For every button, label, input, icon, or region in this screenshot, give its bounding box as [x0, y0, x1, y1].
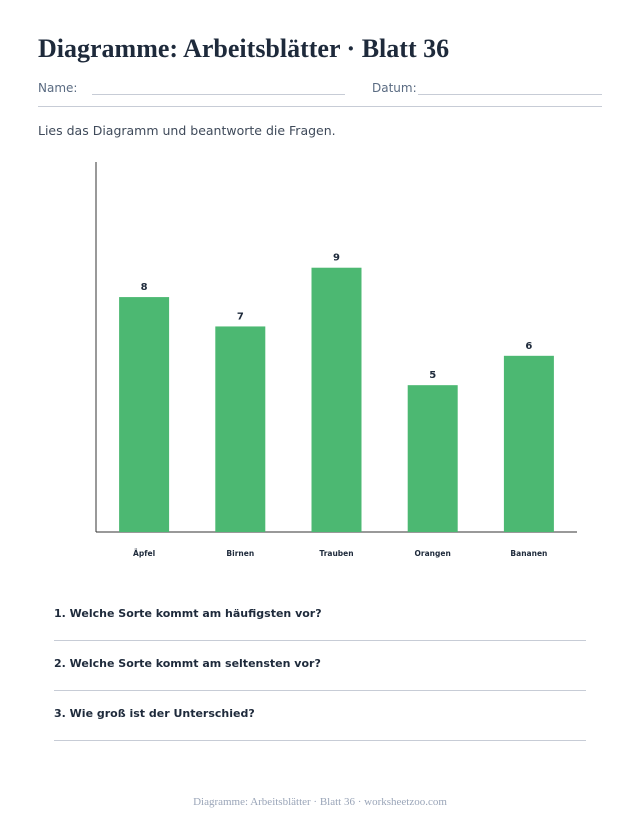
data-label-0: 8 — [141, 282, 148, 293]
date-label: Datum: — [372, 81, 417, 95]
answer-line-2[interactable] — [54, 690, 586, 691]
header-divider — [38, 106, 602, 107]
data-label-2: 9 — [333, 253, 340, 264]
name-line[interactable] — [92, 94, 345, 95]
data-label-1: 7 — [237, 311, 244, 322]
bar-4 — [503, 355, 554, 532]
bar-2 — [311, 267, 362, 532]
bar-1 — [215, 326, 266, 532]
bar-3 — [407, 385, 458, 532]
category-label-0: Äpfel — [133, 549, 155, 558]
name-label: Name: — [38, 81, 78, 95]
question-1: 1. Welche Sorte kommt am häufigsten vor? — [54, 607, 322, 620]
bar-chart: 8 Äpfel 7 Birnen 9 Trauben 5 Orangen 6 Bananen — [95, 162, 577, 558]
answer-line-1[interactable] — [54, 640, 586, 641]
data-label-3: 5 — [429, 370, 436, 381]
page-title: Diagramme: Arbeitsblätter · Blatt 36 — [38, 34, 450, 63]
date-line[interactable] — [418, 94, 602, 95]
question-2: 2. Welche Sorte kommt am seltensten vor? — [54, 657, 321, 670]
question-3: 3. Wie groß ist der Unterschied? — [54, 707, 255, 720]
bar-0 — [119, 297, 170, 532]
category-label-3: Orangen — [415, 549, 451, 558]
category-label-4: Bananen — [510, 549, 547, 558]
category-label-1: Birnen — [226, 549, 254, 558]
instructions: Lies das Diagramm und beantworte die Fra… — [38, 123, 336, 138]
category-label-2: Trauben — [319, 549, 353, 558]
answer-line-3[interactable] — [54, 740, 586, 741]
footer: Diagramme: Arbeitsblätter · Blatt 36 · w… — [193, 796, 447, 808]
data-label-4: 6 — [525, 341, 532, 352]
